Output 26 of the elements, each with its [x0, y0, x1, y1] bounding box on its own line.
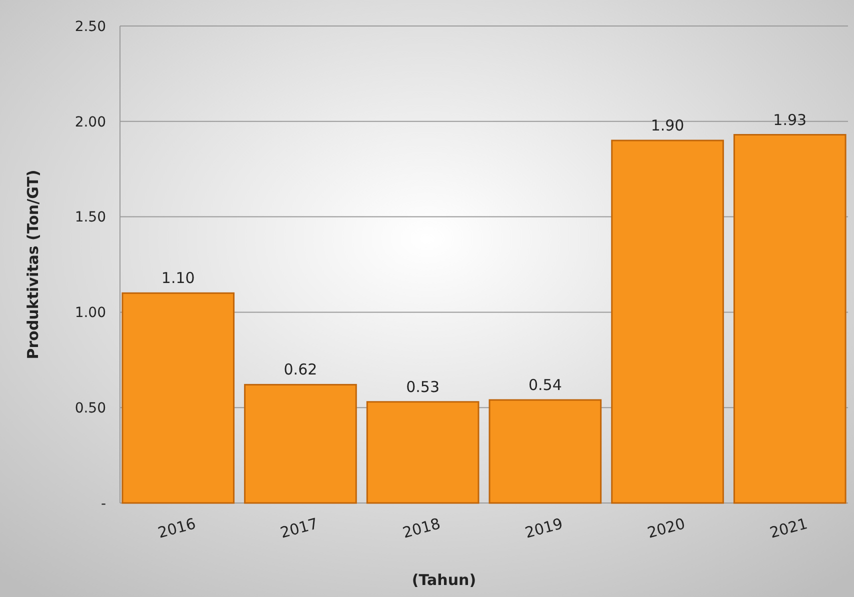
y-tick-label: 1.50: [74, 210, 106, 226]
bar: [733, 134, 846, 504]
x-tick-label: 2017: [278, 514, 320, 542]
x-axis-title: (Tahun): [412, 571, 476, 589]
x-tick-label: 2020: [645, 514, 688, 542]
x-tick-label: 2016: [156, 514, 198, 542]
y-tick-label: 2.50: [74, 18, 106, 35]
bar: [122, 292, 235, 504]
y-tick-label: 0.50: [74, 400, 106, 416]
y-tick-label: 2.00: [74, 114, 106, 130]
bar: [488, 399, 602, 504]
data-label: 0.53: [406, 378, 440, 396]
y-tick-label: -: [100, 496, 106, 512]
bar: [244, 384, 357, 504]
data-label: 0.62: [284, 360, 318, 379]
x-tick-label: 2021: [768, 514, 810, 542]
x-tick-label: 2018: [400, 514, 442, 542]
y-tick-label: 1.00: [74, 305, 106, 322]
x-tick-label: 2019: [523, 514, 565, 542]
y-axis-title: Produktivitas (Ton/GT): [24, 170, 42, 360]
bar: [366, 401, 480, 504]
data-label: 1.93: [773, 110, 807, 129]
data-label: 0.54: [528, 376, 562, 394]
bar: [611, 140, 724, 504]
data-label: 1.10: [161, 269, 195, 288]
data-label: 1.90: [650, 116, 684, 134]
